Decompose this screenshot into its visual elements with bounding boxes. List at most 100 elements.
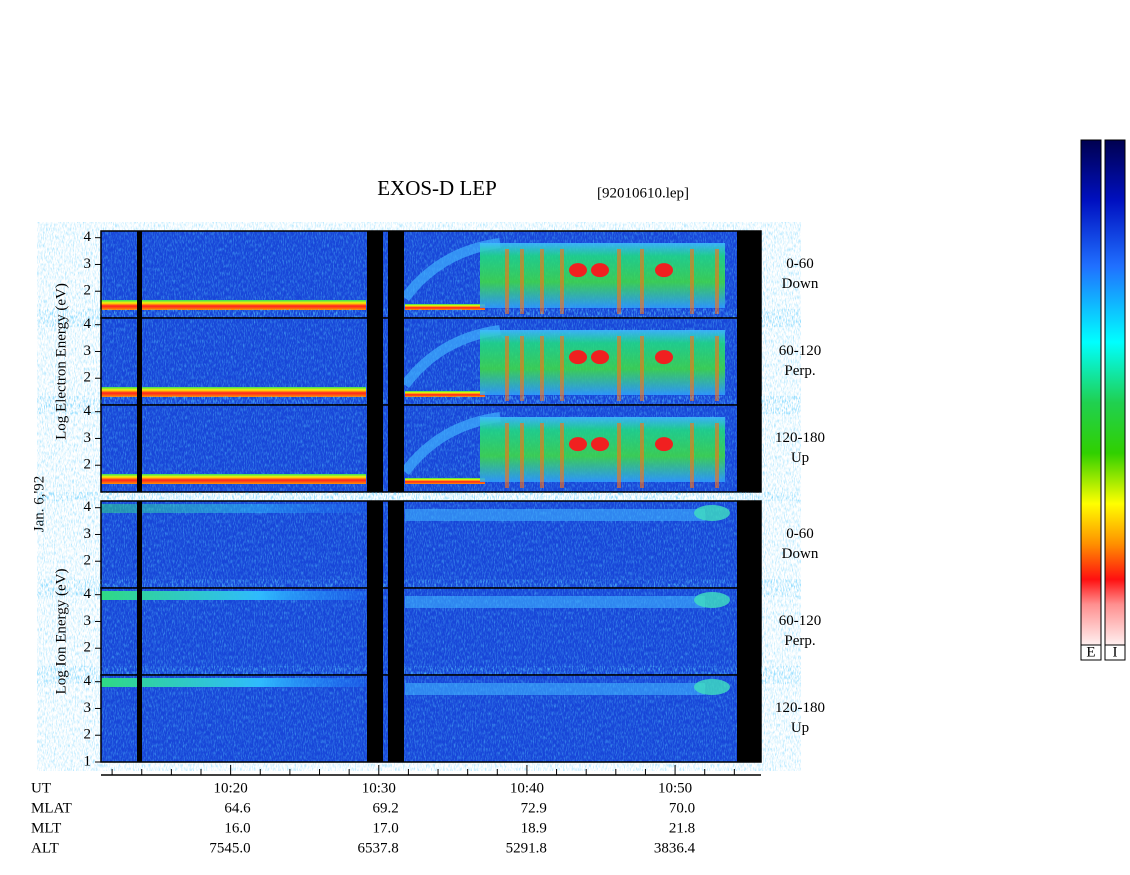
orbit-value: 16.0 xyxy=(224,820,250,836)
electron-column xyxy=(520,336,524,401)
pitch-range: 60-120 xyxy=(779,343,822,359)
x-tick-label: 10:50 xyxy=(658,780,692,796)
orbit-row-label: MLAT xyxy=(31,800,72,816)
electron-column xyxy=(690,423,694,488)
x-tick-label: 10:30 xyxy=(362,780,396,796)
electron-column xyxy=(640,423,644,488)
y-tick-label: 3 xyxy=(84,613,92,629)
orbit-value: 21.8 xyxy=(669,820,695,836)
ion-tail xyxy=(694,679,730,695)
electron-peak xyxy=(591,350,609,365)
orbit-value: 64.6 xyxy=(224,800,251,816)
colorbar-label-box xyxy=(1080,644,1102,661)
y-tick-label: 4 xyxy=(84,229,92,245)
y-tick-label: 2 xyxy=(84,370,92,386)
orbit-row-label: ALT xyxy=(31,840,59,856)
y-tick-label: 4 xyxy=(84,586,92,602)
data-gap xyxy=(137,231,142,492)
data-gap xyxy=(388,501,404,762)
electron-column xyxy=(560,249,564,314)
y-tick-label: 1 xyxy=(84,753,92,769)
pitch-direction: Perp. xyxy=(784,363,815,379)
orbit-value: 18.9 xyxy=(521,820,547,836)
y-tick-label: 4 xyxy=(84,316,92,332)
pitch-direction: Down xyxy=(782,276,819,292)
y-tick-label: 3 xyxy=(84,256,92,272)
y-tick-label: 2 xyxy=(84,553,92,569)
electron-peak xyxy=(655,437,673,452)
y-tick-label: 3 xyxy=(84,700,92,716)
electron-peak xyxy=(569,263,587,278)
y-tick-label: 4 xyxy=(84,499,92,515)
pitch-direction: Down xyxy=(782,546,819,562)
orbit-value: 70.0 xyxy=(669,800,695,816)
orbit-value: 3836.4 xyxy=(654,840,696,856)
y-tick-label: 2 xyxy=(84,283,92,299)
electron-peak xyxy=(591,263,609,278)
y-axis-label: Log Electron Energy (eV) xyxy=(53,283,69,440)
electron-peak xyxy=(655,350,673,365)
pitch-range: 120-180 xyxy=(775,430,825,446)
electron-column xyxy=(505,249,509,314)
orbit-value: 17.0 xyxy=(373,820,399,836)
electron-band xyxy=(101,387,366,397)
orbit-value: 6537.8 xyxy=(358,840,399,856)
x-axis-label: UT xyxy=(31,780,51,796)
electron-peak xyxy=(591,437,609,452)
orbit-value: 7545.0 xyxy=(209,840,250,856)
chart-subtitle: [92010610.lep] xyxy=(597,185,689,201)
ion-band xyxy=(101,591,366,600)
colorbar xyxy=(1080,139,1102,646)
data-gap xyxy=(388,231,404,492)
date-label: Jan. 6,'92 xyxy=(31,476,47,532)
ion-tail xyxy=(694,592,730,608)
y-tick-label: 4 xyxy=(84,673,92,689)
pitch-direction: Up xyxy=(791,720,809,736)
electron-column xyxy=(690,249,694,314)
y-axis-label: Log Ion Energy (eV) xyxy=(53,569,69,695)
orbit-value: 69.2 xyxy=(373,800,399,816)
electron-column xyxy=(617,249,621,314)
y-tick-label: 3 xyxy=(84,343,92,359)
colorbar-label-box xyxy=(1104,644,1126,661)
ion-band xyxy=(101,678,366,687)
orbit-row-label: MLT xyxy=(31,820,61,836)
colorbar xyxy=(1104,139,1126,646)
orbit-value: 72.9 xyxy=(521,800,547,816)
x-tick-label: 10:40 xyxy=(510,780,544,796)
y-tick-label: 2 xyxy=(84,727,92,743)
x-tick-label: 10:20 xyxy=(214,780,248,796)
electron-column xyxy=(560,336,564,401)
electron-column xyxy=(520,423,524,488)
electron-column xyxy=(560,423,564,488)
pitch-range: 0-60 xyxy=(786,256,814,272)
y-tick-label: 2 xyxy=(84,457,92,473)
electron-column xyxy=(617,423,621,488)
electron-column xyxy=(640,249,644,314)
orbit-value: 5291.8 xyxy=(506,840,547,856)
electron-column xyxy=(715,249,719,314)
ion-tail xyxy=(694,505,730,521)
ion-band xyxy=(405,683,705,695)
electron-band xyxy=(405,391,485,397)
data-gap xyxy=(367,231,383,492)
electron-band xyxy=(405,304,485,310)
electron-peak xyxy=(569,437,587,452)
ion-band xyxy=(405,596,705,608)
electron-column xyxy=(617,336,621,401)
electron-peak xyxy=(569,350,587,365)
y-tick-label: 3 xyxy=(84,430,92,446)
electron-column xyxy=(520,249,524,314)
electron-peak xyxy=(655,263,673,278)
electron-column xyxy=(715,336,719,401)
electron-band xyxy=(101,300,366,310)
pitch-direction: Up xyxy=(791,450,809,466)
ion-band xyxy=(405,509,705,521)
y-tick-label: 2 xyxy=(84,640,92,656)
electron-column xyxy=(540,423,544,488)
data-gap xyxy=(737,231,761,492)
colorbar-label: I xyxy=(1113,644,1118,660)
